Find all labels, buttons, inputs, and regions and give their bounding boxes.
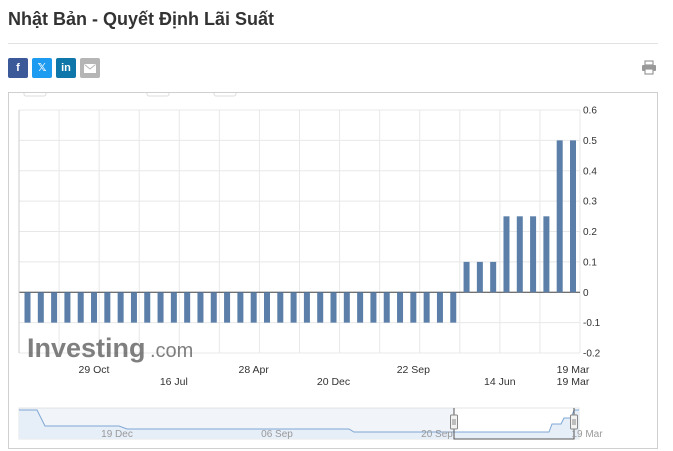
print-button[interactable] — [641, 60, 657, 80]
chart-container: Investing .com 0.6 0.5 0.4 0.3 0.2 0.1 0 -0.1 -0… — [8, 92, 658, 449]
bar — [277, 292, 284, 323]
bar — [144, 292, 151, 323]
range-navigator[interactable]: 19 Dec 06 Sep 20 Sep 19 Mar — [18, 407, 603, 440]
x-tick-label: 19 Mar — [557, 376, 590, 388]
y-tick-label: -0.2 — [583, 349, 601, 360]
bar — [51, 292, 58, 323]
email-share-button[interactable] — [80, 58, 100, 78]
envelope-icon — [84, 63, 96, 73]
y-tick-label: -0.1 — [583, 318, 601, 329]
bar — [117, 292, 124, 323]
share-toolbar: f 𝕏 in — [8, 58, 100, 78]
bar — [237, 292, 244, 323]
watermark-brand: Investing — [27, 333, 146, 363]
twitter-share-button[interactable]: 𝕏 — [32, 58, 52, 78]
bar — [370, 292, 377, 323]
bar — [91, 292, 98, 323]
bar — [516, 216, 523, 293]
y-tick-label: 0.6 — [583, 106, 597, 117]
bar — [184, 292, 191, 323]
x-tick-label: 14 Jun — [484, 376, 516, 388]
bar — [263, 292, 270, 323]
bar — [503, 216, 510, 293]
watermark-suffix: .com — [150, 340, 193, 362]
linkedin-share-button[interactable]: in — [56, 58, 76, 78]
bar — [224, 292, 231, 323]
x-tick-label: 19 Mar — [557, 364, 590, 376]
bar — [210, 292, 217, 323]
navigator-handle[interactable] — [570, 414, 578, 430]
navigator-label: 20 Sep — [421, 429, 453, 440]
navigator-handle[interactable] — [450, 414, 458, 430]
bar — [450, 292, 457, 323]
bar — [410, 292, 417, 323]
bar — [290, 292, 297, 323]
title-divider — [8, 43, 658, 44]
watermark: Investing .com — [27, 333, 193, 363]
x-tick-label: 20 Dec — [317, 376, 350, 388]
y-tick-label: 0 — [583, 288, 589, 299]
y-tick-label: 0.2 — [583, 227, 597, 238]
y-tick-label: 0.3 — [583, 197, 597, 208]
y-tick-label: 0.1 — [583, 257, 597, 268]
x-tick-label: 22 Sep — [397, 364, 430, 376]
bar — [104, 292, 111, 323]
y-tick-label: 0.4 — [583, 166, 597, 177]
bar — [543, 216, 550, 293]
bar — [556, 140, 563, 293]
navigator-label: 19 Dec — [101, 429, 133, 440]
navigator-label: 06 Sep — [261, 429, 293, 440]
page-title: Nhật Bản - Quyết Định Lãi Suất — [8, 9, 275, 29]
bar — [530, 216, 537, 293]
bar — [37, 292, 44, 323]
bar — [170, 292, 177, 323]
x-axis: 29 Oct 28 Apr 22 Sep 19 Mar 16 Jul 20 Dec 14 J… — [79, 364, 590, 388]
printer-icon — [642, 60, 656, 75]
bar — [197, 292, 204, 323]
bar — [383, 292, 390, 323]
x-tick-label: 29 Oct — [79, 364, 110, 376]
bar — [397, 292, 404, 323]
y-tick-label: 0.5 — [583, 136, 597, 147]
bar — [570, 140, 576, 293]
bar — [303, 292, 310, 323]
bar — [423, 292, 430, 323]
interest-rate-chart: Investing .com 0.6 0.5 0.4 0.3 0.2 0.1 0 -0.1 -0… — [18, 93, 603, 440]
facebook-share-button[interactable]: f — [8, 58, 28, 78]
bar — [436, 292, 443, 323]
bar — [343, 292, 350, 323]
navigator-area — [19, 410, 579, 439]
bar — [24, 292, 31, 323]
bar — [250, 292, 257, 323]
x-tick-label: 28 Apr — [239, 364, 270, 376]
chart-gridlines — [18, 109, 581, 354]
navigator-label: 19 Mar — [571, 429, 603, 440]
bar — [157, 292, 164, 323]
bar — [317, 292, 324, 323]
y-axis: 0.6 0.5 0.4 0.3 0.2 0.1 0 -0.1 -0.2 — [18, 106, 601, 360]
bar — [77, 292, 84, 323]
x-tick-label: 16 Jul — [160, 376, 188, 388]
bar — [476, 261, 483, 293]
bar — [330, 292, 337, 323]
chart-bars — [24, 140, 576, 323]
bar — [130, 292, 137, 323]
bar — [490, 261, 497, 293]
bar — [64, 292, 71, 323]
chart-toolbar — [23, 93, 237, 97]
bar — [463, 261, 470, 293]
bar — [357, 292, 364, 323]
